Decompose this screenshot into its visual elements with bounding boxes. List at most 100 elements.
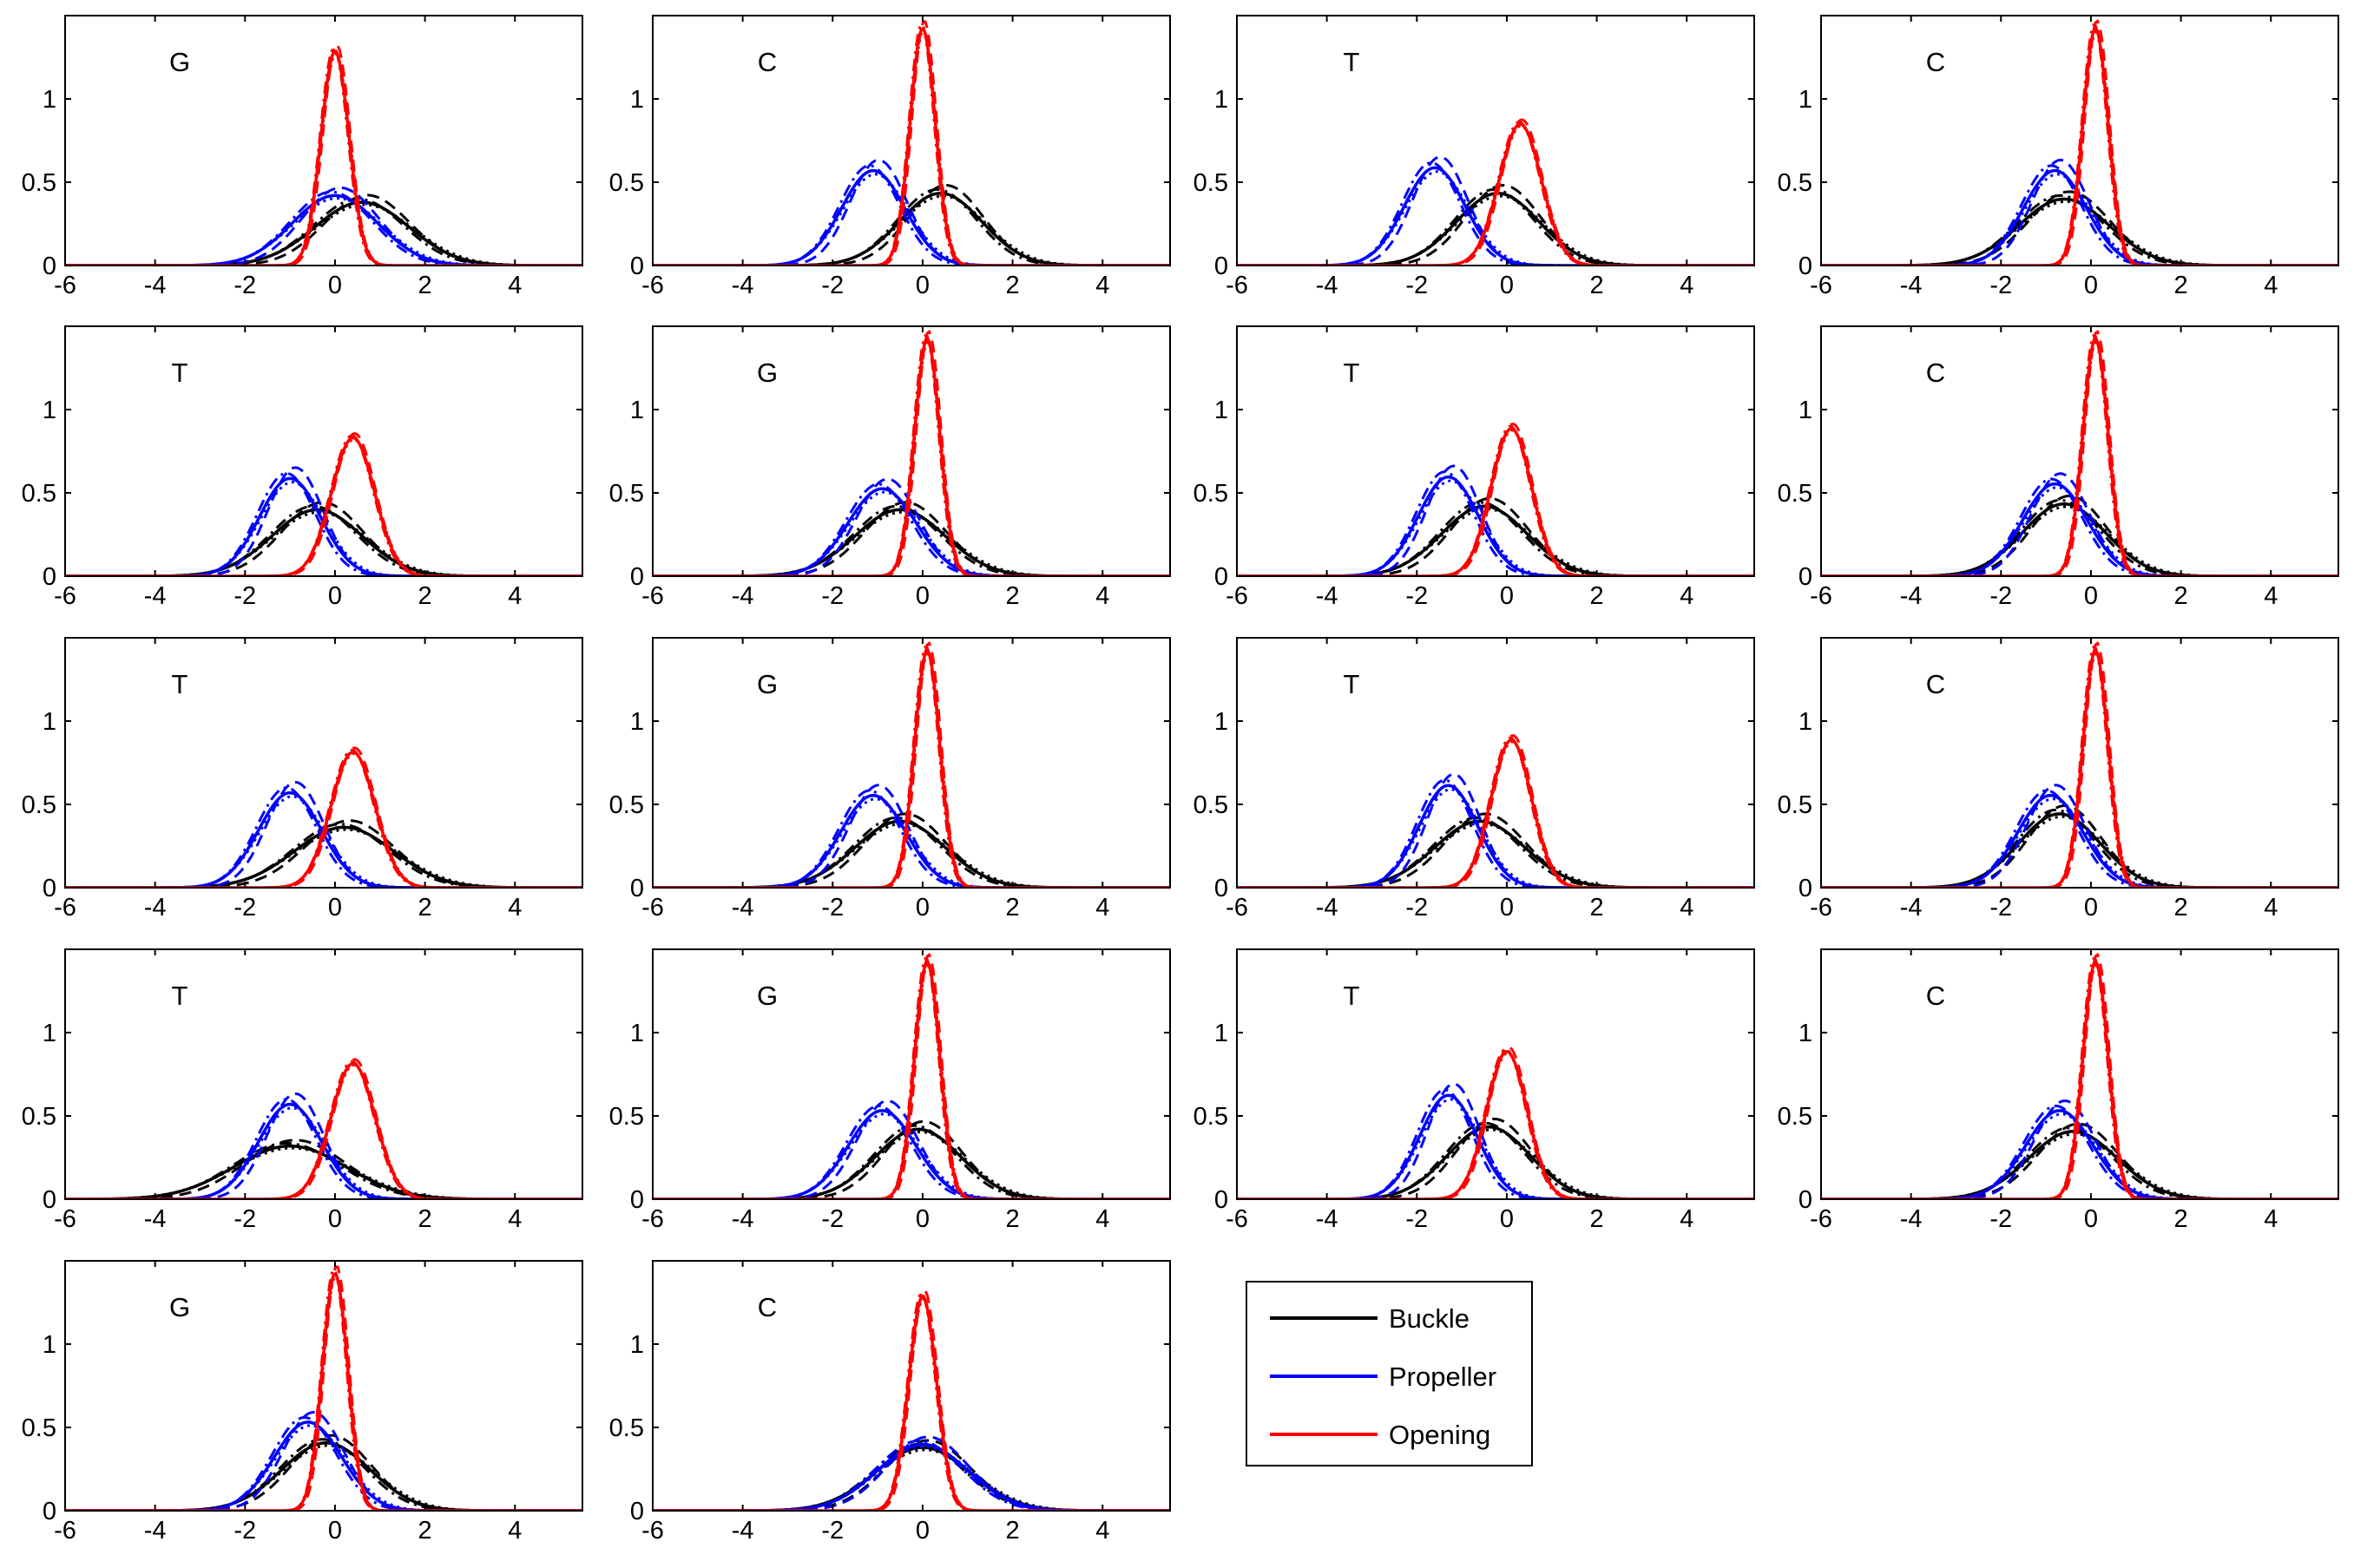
y-tick-label: 0.5 (1193, 1103, 1228, 1131)
y-tick-label: 0 (630, 1186, 644, 1214)
y-tick-label: 0 (630, 253, 644, 280)
x-tick-label: -2 (1989, 582, 2012, 610)
panel-label: C (758, 47, 777, 77)
x-tick-label: 2 (418, 1517, 432, 1545)
buckle-curve (1821, 502, 2338, 576)
x-tick-label: 0 (916, 894, 930, 922)
panel-frame (64, 325, 583, 577)
propeller-curve (1821, 789, 2338, 888)
propeller-curve (1237, 788, 1754, 888)
x-tick-label: -2 (233, 1517, 256, 1545)
buckle-curve (1821, 1122, 2338, 1199)
x-tick-label: -2 (233, 894, 256, 922)
x-tick-label: 2 (1006, 894, 1020, 922)
x-tick-label: -4 (1316, 272, 1338, 299)
panel-label: T (172, 981, 188, 1011)
buckle-curve (653, 819, 1170, 888)
opening-curve (65, 434, 582, 576)
propeller-curve (653, 477, 1170, 576)
propeller-curve (65, 795, 582, 888)
y-tick-label: 0 (1214, 563, 1228, 591)
panel-frame (1820, 637, 2339, 889)
panel-frame (1236, 948, 1755, 1200)
buckle-curve (1821, 1130, 2338, 1199)
x-tick-label: -6 (1810, 894, 1832, 922)
panel-frame (64, 15, 583, 266)
opening-curve (1821, 329, 2338, 576)
y-tick-label: 1 (630, 708, 644, 736)
x-tick-label: 2 (2174, 272, 2188, 299)
x-tick-label: -4 (1316, 582, 1338, 610)
y-tick-label: 1 (1214, 1020, 1228, 1047)
x-tick-label: -6 (641, 894, 664, 922)
x-tick-label: -6 (54, 582, 76, 610)
x-tick-label: -2 (233, 272, 256, 299)
x-tick-label: -4 (732, 272, 754, 299)
x-tick-label: -2 (233, 1205, 256, 1233)
propeller-curve (653, 487, 1170, 576)
panel-curves (1237, 118, 1754, 266)
panel-curves (1821, 329, 2338, 576)
x-tick-label: 0 (916, 582, 930, 610)
opening-curve (653, 336, 1170, 576)
panel-label: T (1344, 358, 1360, 388)
x-tick-label: -2 (1989, 894, 2012, 922)
panel-curves (65, 432, 582, 576)
opening-curve (653, 959, 1170, 1199)
x-tick-label: -6 (641, 272, 664, 299)
panel: -6 -4 -2 0 2 4 0 0.5 1 G (22, 15, 583, 299)
buckle-curve (1237, 1128, 1754, 1199)
y-tick-label: 1 (43, 708, 56, 736)
x-tick-label: 0 (1500, 1205, 1514, 1233)
buckle-curve (653, 508, 1170, 576)
panel: -6 -4 -2 0 2 4 0 0.5 1 T (1193, 15, 1755, 299)
panel: -6 -4 -2 0 2 4 0 0.5 1 C (609, 1260, 1171, 1545)
x-tick-label: 4 (1680, 1205, 1693, 1233)
buckle-curve (653, 187, 1170, 266)
x-tick-label: -6 (54, 272, 76, 299)
panel-frame (64, 948, 583, 1200)
x-tick-label: 4 (2264, 1205, 2278, 1233)
propeller-curve (653, 490, 1170, 576)
buckle-curve (1237, 822, 1754, 888)
buckle-curve (65, 200, 582, 266)
x-tick-label: -4 (1316, 894, 1338, 922)
panel-frame (1820, 948, 2339, 1200)
panel: -6 -4 -2 0 2 4 0 0.5 1 G (609, 637, 1171, 922)
x-tick-label: 2 (1006, 582, 1020, 610)
y-tick-label: 0.5 (609, 791, 644, 819)
y-tick-label: 0 (43, 253, 56, 280)
opening-curve (65, 1274, 582, 1511)
y-tick-label: 1 (1798, 397, 1812, 424)
y-tick-label: 1 (43, 397, 56, 424)
panel-frame (652, 15, 1171, 266)
propeller-curve (1237, 778, 1754, 888)
propeller-curve (1821, 1109, 2338, 1199)
y-tick-label: 0 (1798, 1186, 1812, 1214)
buckle-curve (653, 1127, 1170, 1199)
panel: -6 -4 -2 0 2 4 0 0.5 1 T (22, 948, 583, 1233)
x-tick-label: -6 (1810, 272, 1832, 299)
panel-curves (653, 640, 1170, 888)
opening-curve (65, 49, 582, 266)
panel: -6 -4 -2 0 2 4 0 0.5 1 T (1193, 637, 1755, 922)
panel-curves (65, 1058, 582, 1199)
panel-curves (65, 746, 582, 888)
opening-curve (65, 1061, 582, 1199)
opening-curve (1821, 336, 2338, 576)
propeller-curve (653, 1439, 1170, 1511)
x-tick-label: -4 (732, 894, 754, 922)
opening-curve (1237, 122, 1754, 266)
opening-curve (1821, 959, 2338, 1199)
propeller-curve (653, 1109, 1170, 1199)
x-tick-label: -6 (1226, 1205, 1248, 1233)
buckle-curve (1237, 1125, 1754, 1199)
opening-curve (653, 640, 1170, 888)
panel-frame (1236, 15, 1755, 266)
x-tick-label: 4 (1095, 582, 1109, 610)
propeller-curve (1821, 784, 2338, 888)
buckle-curve (1821, 200, 2338, 266)
y-tick-label: 0.5 (1778, 1103, 1812, 1131)
x-tick-label: -2 (1405, 272, 1428, 299)
x-tick-label: -4 (144, 1517, 167, 1545)
